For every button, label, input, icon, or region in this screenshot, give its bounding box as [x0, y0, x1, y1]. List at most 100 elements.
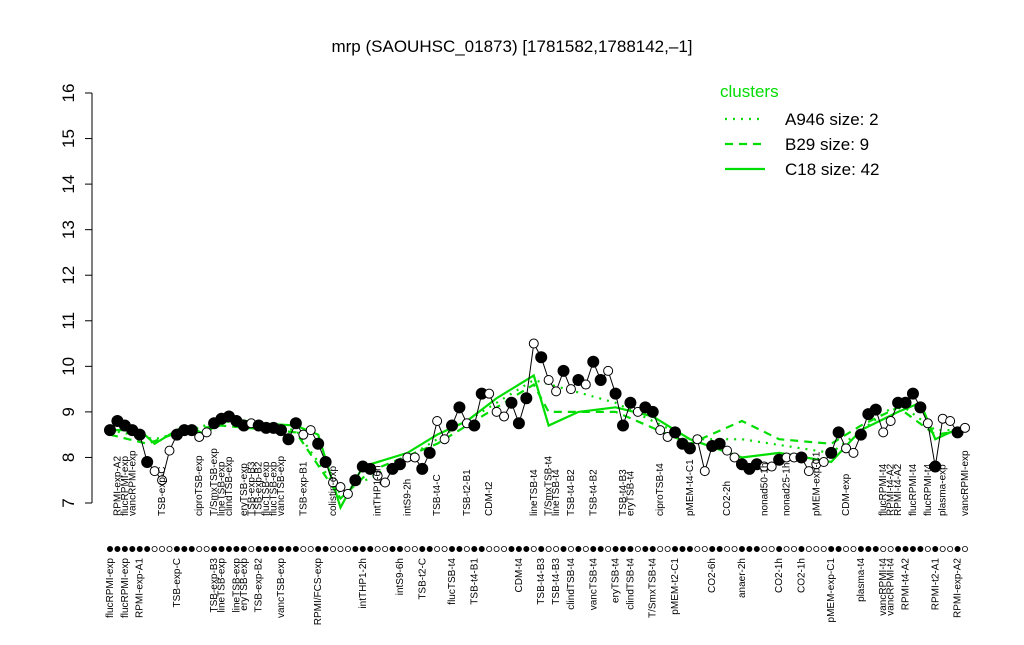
data-point — [185, 424, 198, 437]
legend-label: A946 size: 2 — [785, 110, 879, 129]
data-point — [491, 406, 502, 417]
data-point — [194, 431, 205, 442]
data-point — [372, 470, 383, 481]
rug-dot — [211, 546, 218, 553]
y-tick-label: 14 — [59, 175, 78, 194]
point-label: RPMI-t4-A2 — [886, 463, 897, 516]
rug-dot — [791, 546, 798, 553]
chart-title: mrp (SAOUHSC_01873) [1781582,1788142,–1] — [331, 37, 692, 56]
rug-dot — [501, 546, 508, 553]
rug-dot — [471, 546, 478, 553]
rug-dot — [352, 546, 359, 553]
rug-dot — [560, 546, 567, 553]
data-point — [885, 416, 896, 426]
x-tick-label: RPMI-exp-A1 — [135, 558, 146, 618]
data-point — [535, 351, 548, 364]
point-label: clindTSB-exp — [224, 456, 235, 516]
rug-dot — [188, 546, 195, 553]
x-tick-label: pMEM-t2-C1 — [670, 558, 681, 615]
x-tick-label: eryTSB-exp — [239, 558, 250, 611]
y-tick-label: 13 — [59, 220, 78, 239]
x-tick-label: TSB-t4-B1 — [469, 558, 480, 605]
rug-dot — [664, 546, 671, 553]
rug-dot — [813, 546, 820, 553]
x-tick-label: intTHP1-2h — [358, 558, 369, 609]
data-point — [453, 401, 466, 414]
x-tick-label: clindTSB-t4 — [566, 558, 577, 610]
point-label: plasma-exp — [938, 464, 949, 516]
data-point — [848, 447, 859, 458]
point-label: flucTSB-exp — [261, 461, 272, 516]
rug-dot — [315, 546, 322, 553]
x-tick-label: RPMI-exp-A2 — [953, 558, 964, 618]
y-tick-label: 8 — [59, 453, 78, 462]
data-point — [869, 403, 882, 416]
rug-dot — [344, 546, 351, 553]
rug-dot — [463, 546, 470, 553]
point-label: lineTSB-t4 — [551, 469, 562, 516]
rug-dot — [136, 546, 143, 553]
rug-dot — [768, 546, 775, 553]
data-point — [505, 396, 518, 409]
data-point — [722, 445, 733, 456]
data-point — [692, 434, 703, 445]
legend-label: C18 size: 42 — [785, 160, 880, 179]
data-point — [328, 477, 339, 488]
point-label: TSB-exp-B3 — [246, 461, 257, 516]
rug-dot — [508, 546, 515, 553]
rug-dot — [107, 546, 114, 553]
point-label: TSB-exp-B2 — [254, 461, 265, 516]
rug-dot — [895, 546, 902, 553]
rug-dot — [538, 546, 545, 553]
rug-dot — [657, 546, 664, 553]
data-point — [312, 437, 325, 450]
data-point — [282, 433, 295, 446]
rug-dot — [701, 546, 708, 553]
data-point — [393, 458, 406, 471]
data-point — [683, 442, 696, 455]
rug-dot — [166, 546, 173, 553]
rug-dot — [159, 546, 166, 553]
rug-dot — [240, 546, 247, 553]
x-tick-label: CO2-1h — [774, 558, 785, 593]
x-tick-label: eryTSB-t4 — [611, 558, 622, 603]
rug-dot — [411, 546, 418, 553]
rug-dot — [382, 546, 389, 553]
data-point — [446, 419, 458, 432]
point-label: RPMI-t4-A2 — [893, 463, 904, 516]
x-tick-label: clindTSB-t4 — [625, 558, 636, 610]
data-point — [603, 365, 614, 376]
point-label: eryTSB-t4 — [625, 471, 636, 516]
rug-dot — [515, 546, 522, 553]
rug-dot — [887, 546, 894, 553]
data-point — [818, 457, 829, 467]
rug-dot — [434, 546, 441, 553]
data-point — [929, 460, 942, 473]
y-tick-label: 16 — [59, 84, 78, 103]
rug-dot — [843, 546, 850, 553]
x-tick-label: intS9-6h — [395, 558, 406, 595]
series-line — [109, 378, 965, 496]
x-tick-label: flucTSB-t4 — [447, 558, 458, 605]
rug-dot — [620, 546, 627, 553]
y-tick-label: 12 — [59, 266, 78, 285]
data-point — [289, 417, 302, 430]
data-point — [766, 461, 777, 472]
data-point — [432, 416, 443, 426]
point-label: CO2-2h — [722, 481, 733, 516]
rug-dot — [419, 546, 426, 553]
point-label: flucRPMI-t4 — [908, 463, 919, 516]
rug-dot — [389, 546, 396, 553]
rug-dot — [367, 546, 374, 553]
rug-dot — [121, 546, 128, 553]
rug-dot — [947, 546, 954, 553]
rug-dot — [129, 546, 136, 553]
rug-dot — [173, 546, 180, 553]
rug-dot — [761, 546, 768, 553]
point-label: TSB-t4-B2 — [566, 469, 577, 516]
data-point — [543, 375, 554, 385]
data-point — [439, 434, 450, 445]
rug-dot — [337, 546, 344, 553]
data-point — [364, 462, 377, 475]
